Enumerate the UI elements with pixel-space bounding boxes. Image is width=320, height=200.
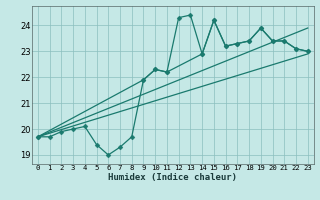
X-axis label: Humidex (Indice chaleur): Humidex (Indice chaleur): [108, 173, 237, 182]
